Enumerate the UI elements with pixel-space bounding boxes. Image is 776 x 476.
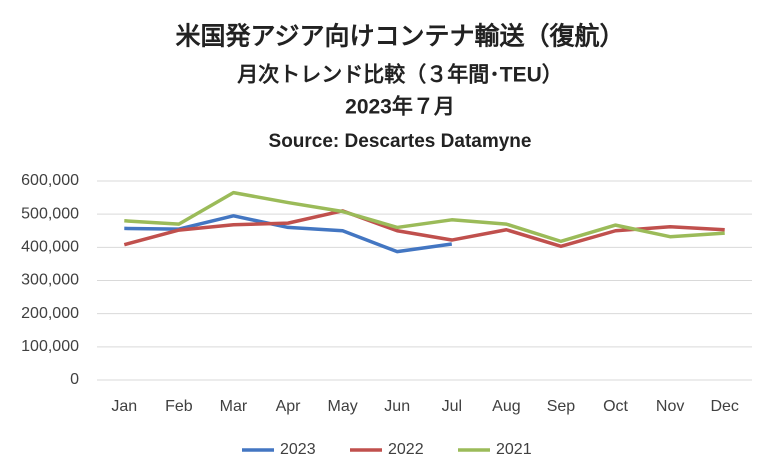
y-tick-label: 200,000 (21, 305, 79, 322)
x-tick-label: Sep (547, 398, 576, 415)
x-tick-label: Jul (442, 398, 462, 415)
y-tick-label: 300,000 (21, 272, 79, 289)
line-series (124, 190, 725, 244)
x-tick-label: Apr (276, 398, 302, 415)
chart-subtitle: 2023年７月 (345, 95, 455, 119)
chart-title: 米国発アジア向けコンテナ輸送（復航） (175, 22, 624, 51)
line-series (124, 214, 453, 254)
y-tick-label: 500,000 (21, 205, 79, 222)
x-tick-label: Aug (492, 398, 520, 415)
y-tick-label: 0 (70, 371, 79, 388)
x-tick-label: Mar (220, 398, 248, 415)
x-tick-label: May (328, 398, 358, 415)
x-tick-label: Jun (384, 398, 410, 415)
legend-label: 2023 (280, 441, 316, 458)
legend-label: 2022 (388, 441, 424, 458)
y-tick-label: 400,000 (21, 239, 79, 256)
chart-subtitle: Source: Descartes Datamyne (269, 131, 532, 152)
y-tick-label: 100,000 (21, 338, 79, 355)
x-tick-label: Dec (710, 398, 738, 415)
x-tick-label: Nov (656, 398, 684, 415)
legend-label: 2021 (496, 441, 532, 458)
line-series (123, 209, 725, 249)
y-tick-label: 600,000 (21, 172, 79, 189)
x-tick-label: Feb (165, 398, 193, 415)
x-tick-label: Jan (111, 398, 137, 415)
chart-subtitle: 月次トレンド比較（３年間･TEU） (236, 63, 563, 87)
x-tick-label: Oct (603, 398, 628, 415)
